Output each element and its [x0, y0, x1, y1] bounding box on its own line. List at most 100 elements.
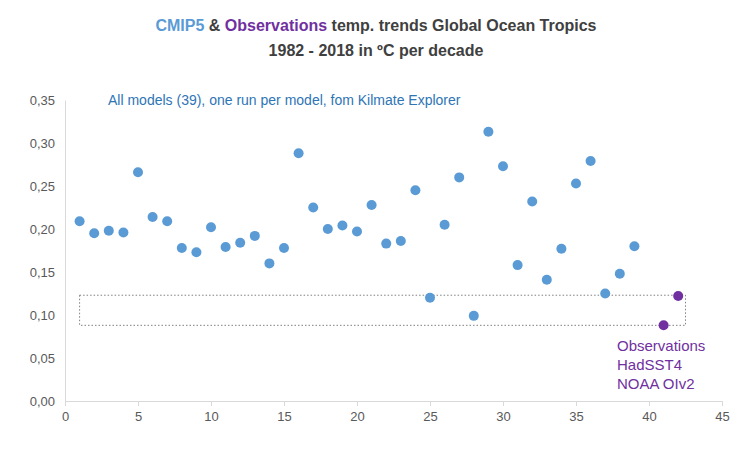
x-tick: 5 [135, 401, 142, 424]
y-tick-label: 0,30 [30, 136, 55, 151]
x-tick: 0 [62, 401, 69, 424]
x-tick-mark [138, 401, 139, 406]
point [235, 238, 245, 248]
x-tick: 45 [715, 401, 729, 424]
x-tick-mark [503, 401, 504, 406]
point [177, 243, 187, 253]
x-tick-label: 15 [277, 409, 291, 424]
x-tick: 35 [569, 401, 583, 424]
point [367, 200, 377, 210]
point [323, 224, 333, 234]
chart: CMIP5 & Observations temp. trends Global… [0, 0, 752, 452]
point [191, 247, 201, 257]
highlight-box [80, 295, 686, 325]
x-axis: 0 5 10 15 20 25 30 35 40 45 [62, 401, 730, 424]
point [162, 216, 172, 226]
point [673, 291, 683, 301]
point [410, 185, 420, 195]
point [250, 231, 260, 241]
x-tick-mark [649, 401, 650, 406]
point [440, 220, 450, 230]
point [148, 212, 158, 222]
plot-area [75, 127, 686, 331]
y-tick-label: 0,25 [30, 179, 55, 194]
point [425, 293, 435, 303]
x-tick: 10 [204, 401, 218, 424]
annotation: HadSST4 [617, 356, 682, 373]
y-tick: 0,25 [30, 179, 65, 194]
x-tick-mark [65, 401, 66, 406]
x-tick-mark [576, 401, 577, 406]
point [483, 127, 493, 137]
point [264, 258, 274, 268]
point [615, 269, 625, 279]
y-tick: 0,05 [30, 351, 65, 366]
point [279, 243, 289, 253]
y-tick-label: 0,05 [30, 351, 55, 366]
x-tick: 20 [350, 401, 364, 424]
point [75, 216, 85, 226]
x-tick-mark [211, 401, 212, 406]
x-tick-mark [284, 401, 285, 406]
y-tick-label: 0,20 [30, 222, 55, 237]
point [206, 222, 216, 232]
series-1 [659, 291, 684, 330]
y-tick-label: 0,15 [30, 265, 55, 280]
y-axis: 0,00 0,05 0,10 0,15 0,20 0,25 0,30 0,35 [30, 93, 66, 409]
y-axis-line [65, 101, 66, 402]
x-tick: 30 [496, 401, 510, 424]
annotation: NOAA OIv2 [617, 375, 695, 392]
x-tick-label: 10 [204, 409, 218, 424]
point [118, 227, 128, 237]
point [542, 275, 552, 285]
point [659, 320, 669, 330]
point [586, 156, 596, 166]
y-tick-label: 0,00 [30, 394, 55, 409]
title-part: temp. trends Global Ocean Tropics [327, 17, 597, 34]
point [381, 239, 391, 249]
point [104, 226, 114, 236]
point [294, 148, 304, 158]
y-tick: 0,10 [30, 308, 65, 323]
point [556, 244, 566, 254]
point [571, 178, 581, 188]
title-part: CMIP5 [155, 17, 204, 34]
y-tick: 0,00 [30, 394, 65, 409]
title-part: & [204, 17, 224, 34]
background [0, 0, 752, 452]
point [454, 172, 464, 182]
point [498, 161, 508, 171]
x-tick-label: 30 [496, 409, 510, 424]
chart-title: 1982 - 2018 in ºC per decade [269, 42, 484, 59]
x-axis-line [66, 401, 723, 402]
x-tick-label: 35 [569, 409, 583, 424]
annotation: Observations [617, 337, 705, 354]
x-tick-label: 20 [350, 409, 364, 424]
x-tick-mark [430, 401, 431, 406]
x-tick-label: 0 [62, 409, 69, 424]
point [221, 242, 231, 252]
point [396, 236, 406, 246]
point [527, 196, 537, 206]
point [337, 221, 347, 231]
x-tick-label: 5 [135, 409, 142, 424]
point [629, 241, 639, 251]
y-tick: 0,20 [30, 222, 65, 237]
y-tick: 0,15 [30, 265, 65, 280]
x-tick: 25 [423, 401, 437, 424]
point [89, 228, 99, 238]
title-part: Observations [225, 17, 327, 34]
x-tick: 15 [277, 401, 291, 424]
point [133, 167, 143, 177]
chart-title: CMIP5 & Observations temp. trends Global… [155, 17, 596, 34]
x-tick: 40 [642, 401, 656, 424]
x-tick-mark [722, 401, 723, 406]
point [308, 203, 318, 213]
x-tick-label: 45 [715, 409, 729, 424]
y-tick-label: 0,35 [30, 93, 55, 108]
y-tick: 0,35 [30, 93, 65, 108]
point [352, 227, 362, 237]
x-tick-label: 40 [642, 409, 656, 424]
annotation: All models (39), one run per model, fom … [108, 92, 461, 108]
title-part: 1982 - 2018 in ºC per decade [269, 42, 484, 59]
